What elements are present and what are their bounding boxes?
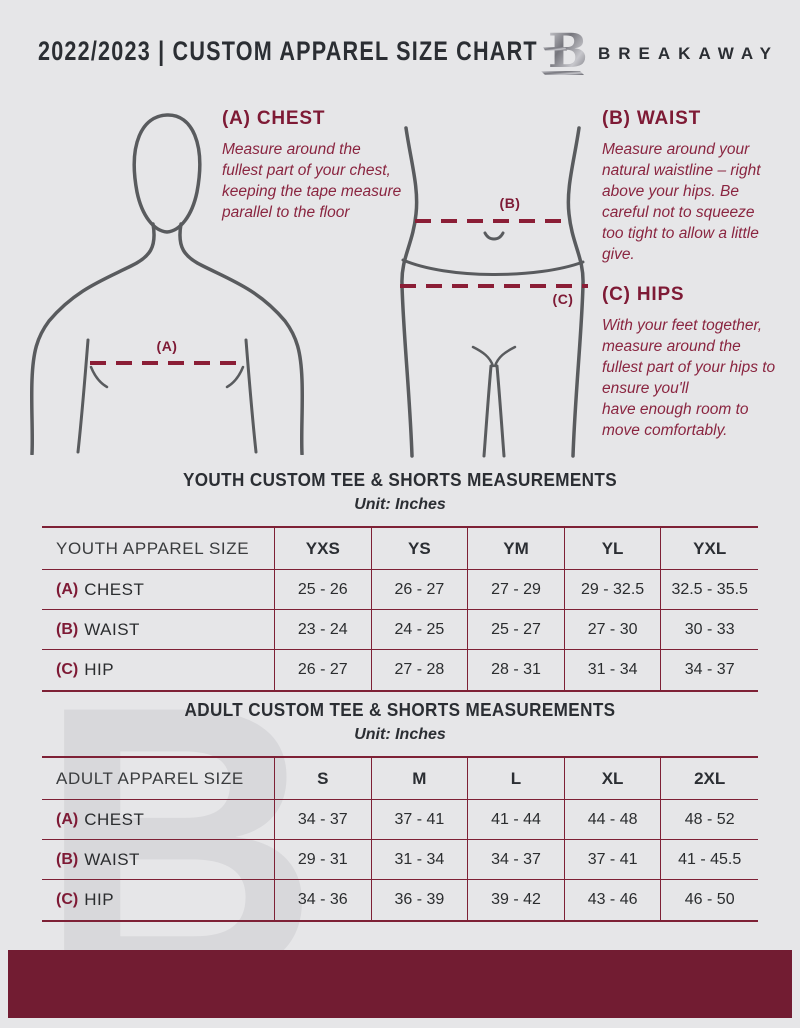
- row-prefix: (B): [56, 850, 79, 868]
- adult-size-table: ADULT APPAREL SIZE S M L XL 2XL (A) CHES…: [42, 756, 758, 922]
- page-title: 2022/2023 | CUSTOM APPAREL SIZE CHART: [38, 36, 538, 66]
- youth-row-hip-label: (C) HIP: [42, 650, 275, 690]
- youth-row-waist-label: (B) WAIST: [42, 610, 275, 650]
- table-cell: 31 - 34: [565, 650, 662, 690]
- youth-header-yxl: YXL: [661, 528, 758, 570]
- youth-header-yl: YL: [564, 528, 662, 570]
- table-cell: 29 - 31: [275, 840, 372, 880]
- waist-section-heading: (B) WAIST: [602, 108, 702, 129]
- row-label: WAIST: [84, 849, 140, 869]
- row-prefix: (C): [56, 661, 79, 678]
- hips-section-heading: (C) HIPS: [602, 284, 685, 305]
- adult-row-chest-label: (A) CHEST: [42, 800, 275, 840]
- table-cell: 34 - 37: [684, 661, 735, 678]
- youth-header-yxs: YXS: [275, 528, 372, 570]
- chest-section-text: Measure around the fullest part of your …: [222, 141, 402, 222]
- breakaway-logo-icon: B: [538, 22, 592, 85]
- table-cell: 31 - 34: [371, 840, 469, 880]
- table-cell: 23 - 24: [275, 610, 372, 650]
- youth-header-ys: YS: [371, 528, 469, 570]
- chest-section-heading: (A) CHEST: [222, 108, 326, 129]
- table-cell: 43 - 46: [565, 880, 662, 920]
- row-prefix: (C): [56, 891, 79, 908]
- table-cell: 27 - 30: [564, 610, 662, 650]
- table-cell: 24 - 25: [371, 610, 469, 650]
- row-label: HIP: [84, 890, 115, 909]
- adult-row-waist-label: (B) WAIST: [42, 840, 275, 880]
- hips-section-text: With your feet together, measure around …: [602, 317, 776, 440]
- waist-section-text: Measure around your natural waistline – …: [602, 141, 761, 264]
- row-prefix: (A): [56, 580, 79, 598]
- table-cell: 25 - 27: [468, 610, 565, 650]
- row-label: CHEST: [84, 809, 145, 829]
- youth-header-size: YOUTH APPAREL SIZE: [42, 528, 275, 570]
- table-cell: 44 - 48: [564, 800, 662, 840]
- table-cell: 37 - 41: [371, 800, 469, 840]
- table-cell: 41 - 45.5: [661, 840, 758, 880]
- adult-header-l: L: [468, 758, 565, 800]
- table-cell: 36 - 39: [372, 880, 469, 920]
- table-cell: 46 - 50: [684, 891, 735, 908]
- youth-table-unit: Unit: Inches: [354, 496, 446, 513]
- row-prefix: (B): [56, 620, 79, 638]
- table-cell: 25 - 26: [275, 570, 372, 610]
- table-cell: 39 - 42: [468, 880, 565, 920]
- row-label: WAIST: [84, 619, 140, 639]
- table-cell: 48 - 52: [661, 800, 758, 840]
- youth-size-table: YOUTH APPAREL SIZE YXS YS YM YL YXL (A) …: [42, 526, 758, 692]
- table-cell: 37 - 41: [564, 840, 662, 880]
- adult-table-unit: Unit: Inches: [354, 726, 446, 743]
- adult-table-title: ADULT CUSTOM TEE & SHORTS MEASUREMENTS: [184, 700, 616, 720]
- table-cell: 41 - 44: [468, 800, 565, 840]
- table-cell: 34 - 37: [468, 840, 565, 880]
- youth-header-ym: YM: [468, 528, 565, 570]
- adult-header-xl: XL: [564, 758, 662, 800]
- chest-marker-label: (A): [156, 338, 178, 354]
- table-cell: 34 - 36: [275, 880, 372, 920]
- row-label: CHEST: [84, 579, 145, 599]
- chest-figure-illustration: [29, 113, 305, 455]
- footer-bar: [8, 950, 792, 1018]
- adult-header-size: ADULT APPAREL SIZE: [42, 758, 275, 800]
- table-cell: 34 - 37: [275, 800, 372, 840]
- table-cell: 26 - 27: [371, 570, 469, 610]
- table-cell: 29 - 32.5: [564, 570, 662, 610]
- waist-hips-figure-illustration: [400, 126, 588, 458]
- table-cell: 28 - 31: [468, 650, 565, 690]
- table-cell: 32.5 - 35.5: [661, 570, 758, 610]
- table-cell: 30 - 33: [661, 610, 758, 650]
- svg-text:B: B: [548, 24, 588, 79]
- youth-row-chest-label: (A) CHEST: [42, 570, 275, 610]
- adult-header-2xl: 2XL: [661, 758, 758, 800]
- brand-name: BREAKAWAY: [598, 44, 779, 63]
- row-prefix: (A): [56, 810, 79, 828]
- hips-marker-label: (C): [552, 291, 574, 307]
- table-cell: 27 - 29: [468, 570, 565, 610]
- adult-row-hip-label: (C) HIP: [42, 880, 275, 920]
- youth-table-title: YOUTH CUSTOM TEE & SHORTS MEASUREMENTS: [182, 470, 618, 490]
- adult-header-s: S: [275, 758, 372, 800]
- table-cell: 26 - 27: [275, 650, 372, 690]
- adult-header-m: M: [371, 758, 469, 800]
- waist-marker-label: (B): [499, 195, 521, 211]
- table-cell: 27 - 28: [372, 650, 469, 690]
- row-label: HIP: [84, 660, 115, 679]
